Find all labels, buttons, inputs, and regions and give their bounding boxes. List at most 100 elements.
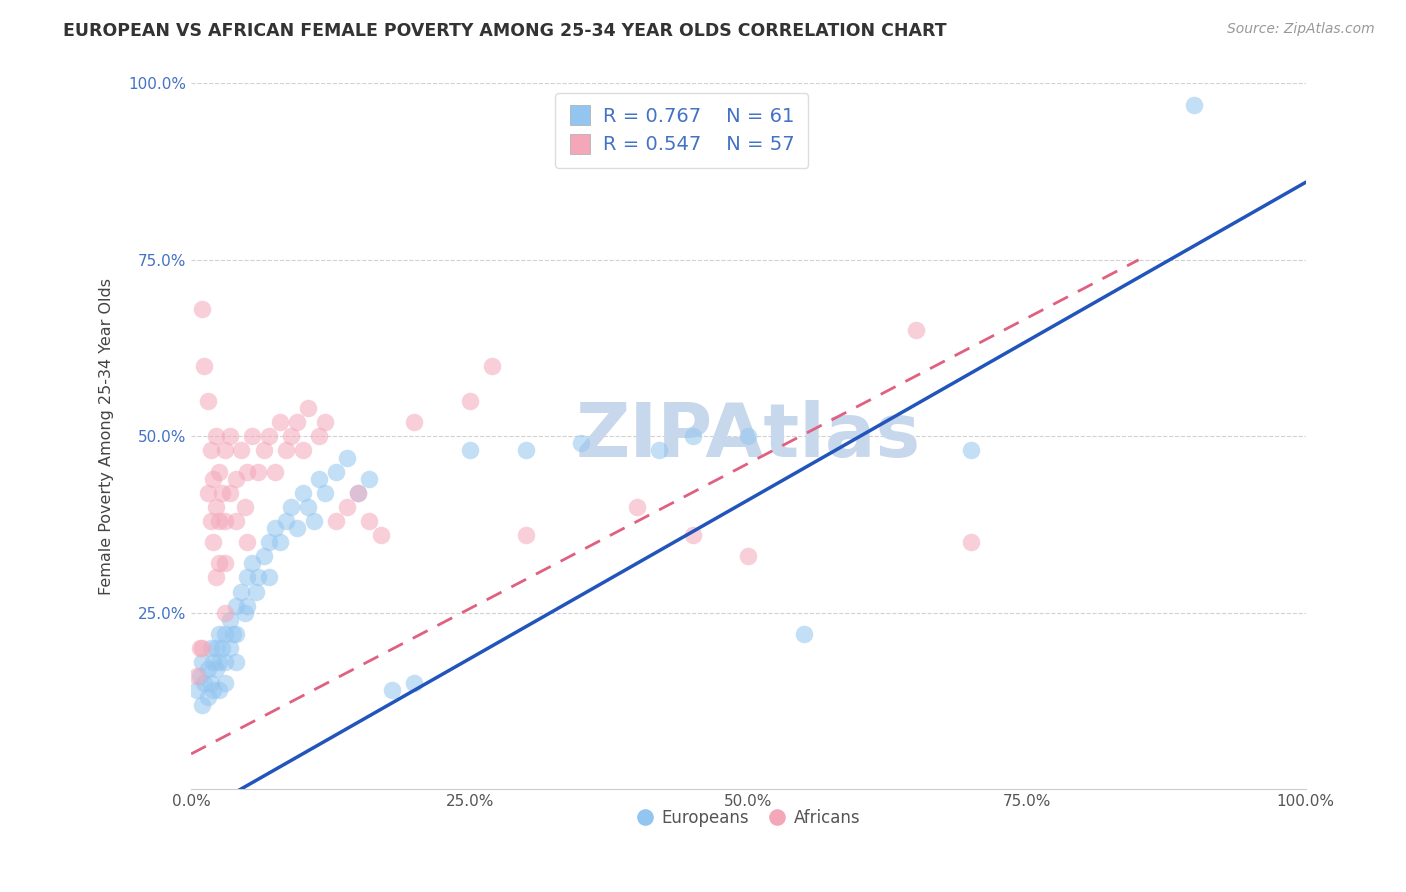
Point (202, 683, 225, 698)
Y-axis label: Female Poverty Among 25-34 Year Olds: Female Poverty Among 25-34 Year Olds (100, 277, 114, 595)
Point (314, 485, 336, 500)
Point (211, 641, 233, 656)
Point (458, 443, 481, 458)
Point (569, 436, 592, 450)
Point (242, 557, 264, 571)
Point (402, 415, 425, 429)
Point (280, 429, 302, 443)
Point (211, 485, 233, 500)
Point (245, 584, 267, 599)
Point (225, 599, 247, 613)
Point (314, 415, 336, 429)
Point (188, 641, 211, 656)
Point (219, 429, 242, 443)
Point (191, 302, 214, 317)
Point (236, 599, 259, 613)
Point (202, 535, 225, 549)
Point (191, 655, 214, 669)
Point (242, 429, 264, 443)
Point (269, 415, 291, 429)
Point (214, 676, 236, 690)
Point (336, 450, 359, 465)
Point (225, 472, 247, 486)
Point (200, 676, 222, 690)
Point (197, 394, 219, 409)
Point (204, 570, 226, 584)
Point (200, 514, 222, 528)
Point (197, 662, 219, 676)
Point (208, 557, 231, 571)
Point (904, 323, 927, 337)
Point (233, 500, 256, 514)
Point (381, 683, 404, 698)
Point (208, 627, 231, 641)
Point (308, 472, 330, 486)
Point (204, 641, 226, 656)
Point (225, 627, 247, 641)
Text: EUROPEAN VS AFRICAN FEMALE POVERTY AMONG 25-34 YEAR OLDS CORRELATION CHART: EUROPEAN VS AFRICAN FEMALE POVERTY AMONG… (63, 22, 946, 40)
Point (359, 472, 381, 486)
Point (193, 676, 215, 690)
Point (325, 514, 347, 528)
Point (263, 521, 285, 535)
Point (274, 514, 297, 528)
Point (402, 676, 425, 690)
Point (1182, 97, 1205, 112)
Point (682, 528, 704, 542)
Point (208, 683, 231, 698)
Point (200, 443, 222, 458)
Point (280, 500, 302, 514)
Legend: Europeans, Africans: Europeans, Africans (630, 803, 868, 834)
Point (191, 698, 214, 712)
Point (208, 465, 231, 479)
Point (197, 690, 219, 705)
Point (308, 429, 330, 443)
Point (214, 557, 236, 571)
Point (269, 535, 291, 549)
Point (231, 584, 253, 599)
Point (515, 443, 537, 458)
Point (359, 514, 381, 528)
Point (737, 549, 759, 564)
Point (285, 415, 308, 429)
Point (225, 655, 247, 669)
Point (257, 570, 280, 584)
Point (208, 655, 231, 669)
Point (236, 465, 259, 479)
Point (193, 359, 215, 373)
Point (263, 465, 285, 479)
Point (202, 655, 225, 669)
Point (225, 514, 247, 528)
Point (297, 401, 319, 416)
Point (257, 429, 280, 443)
Point (252, 549, 274, 564)
Point (252, 443, 274, 458)
Point (200, 641, 222, 656)
Point (370, 528, 392, 542)
Point (291, 443, 314, 458)
Point (197, 485, 219, 500)
Text: ZIPAtlas: ZIPAtlas (576, 400, 921, 473)
Point (481, 359, 503, 373)
Point (246, 465, 269, 479)
Point (325, 465, 347, 479)
Point (246, 570, 269, 584)
Point (515, 528, 537, 542)
Point (233, 606, 256, 620)
Point (222, 627, 245, 641)
Point (188, 669, 211, 683)
Point (960, 535, 983, 549)
Point (297, 500, 319, 514)
Point (793, 627, 815, 641)
Point (737, 429, 759, 443)
Point (648, 443, 671, 458)
Point (219, 641, 242, 656)
Point (219, 613, 242, 627)
Point (231, 443, 253, 458)
Point (204, 662, 226, 676)
Point (214, 443, 236, 458)
Point (285, 521, 308, 535)
Point (291, 485, 314, 500)
Point (336, 500, 359, 514)
Point (626, 500, 648, 514)
